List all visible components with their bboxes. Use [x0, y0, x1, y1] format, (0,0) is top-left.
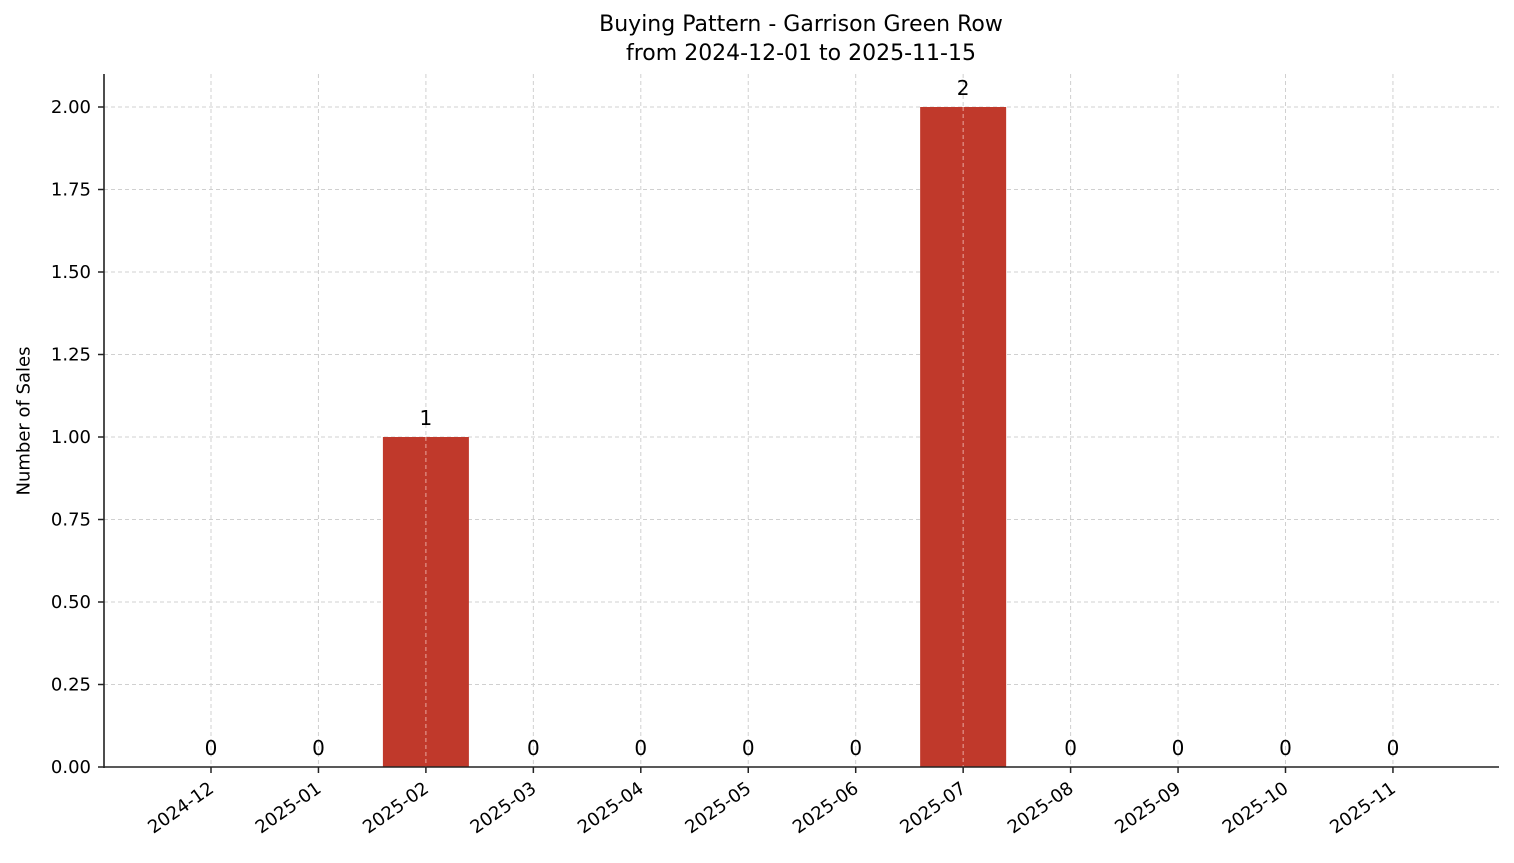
bar-value-label: 0 — [742, 736, 755, 760]
bar-value-label: 1 — [420, 406, 433, 430]
bar-value-label: 2 — [957, 76, 970, 100]
x-tick-label: 2025-02 — [359, 778, 433, 838]
x-tick-label: 2025-11 — [1326, 778, 1400, 838]
x-tick-label: 2025-01 — [252, 778, 326, 838]
bar-value-label: 0 — [205, 736, 218, 760]
x-tick-label: 2024-12 — [144, 778, 218, 838]
y-tick-label: 0.75 — [51, 510, 91, 531]
y-tick-label: 0.25 — [51, 675, 91, 696]
bar-value-label: 0 — [1172, 736, 1185, 760]
x-tick-label: 2025-09 — [1111, 778, 1185, 838]
x-tick-label: 2025-07 — [896, 778, 970, 838]
bar-value-label: 0 — [312, 736, 325, 760]
bar-value-label: 0 — [849, 736, 862, 760]
x-tick-label: 2025-03 — [467, 778, 541, 838]
chart-title-line1: Buying Pattern - Garrison Green Row — [599, 12, 1003, 37]
x-tick-label: 2025-10 — [1219, 778, 1293, 838]
bar-value-label: 0 — [1064, 736, 1077, 760]
bar-value-label: 0 — [1387, 736, 1400, 760]
bar-value-label: 0 — [634, 736, 647, 760]
bar-value-label: 0 — [1279, 736, 1292, 760]
y-tick-label: 1.50 — [51, 262, 91, 283]
y-tick-label: 2.00 — [51, 97, 91, 118]
bar-value-label: 0 — [527, 736, 540, 760]
x-tick-label: 2025-06 — [789, 778, 863, 838]
chart-title: Buying Pattern - Garrison Green Row from… — [0, 10, 1514, 68]
y-tick-label: 1.75 — [51, 180, 91, 201]
y-tick-label: 1.25 — [51, 345, 91, 366]
x-tick-label: 2025-05 — [681, 778, 755, 838]
chart-subtitle: from 2024-12-01 to 2025-11-15 — [626, 41, 976, 66]
x-tick-label: 2025-04 — [574, 778, 648, 838]
y-tick-label: 0.00 — [51, 757, 91, 778]
y-tick-label: 0.50 — [51, 592, 91, 613]
x-tick-label: 2025-08 — [1004, 778, 1078, 838]
y-tick-label: 1.00 — [51, 427, 91, 448]
